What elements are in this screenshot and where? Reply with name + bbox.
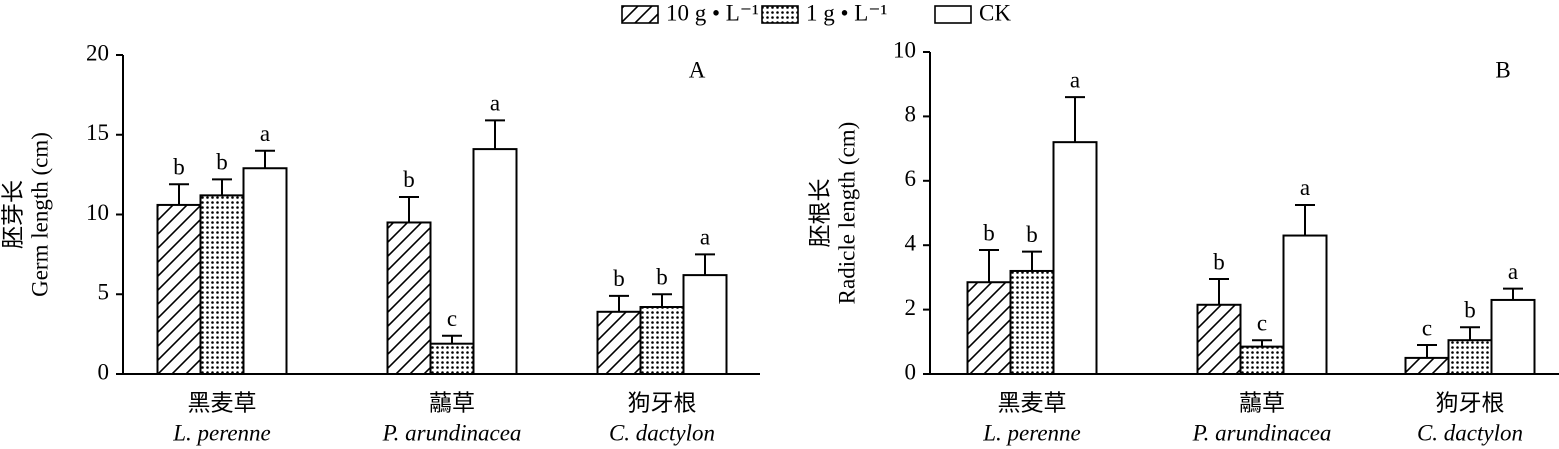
y-tick-label: 4: [905, 230, 917, 255]
significance-label: b: [1213, 249, 1225, 274]
significance-label: b: [983, 220, 995, 245]
legend-label: CK: [979, 0, 1011, 25]
y-axis-label: 胚根长: [807, 179, 832, 248]
significance-label: b: [613, 266, 625, 291]
bar: [682, 274, 728, 375]
bar: [199, 194, 245, 375]
y-tick-label: 5: [98, 280, 110, 305]
significance-label: b: [1464, 298, 1476, 323]
y-tick-label: 15: [86, 120, 109, 145]
panel-label: A: [689, 57, 706, 82]
y-axis-label: Radicle length (cm): [834, 122, 859, 305]
significance-label: a: [1508, 259, 1518, 284]
bar: [1052, 141, 1098, 375]
y-axis-label: Germ length (cm): [27, 132, 52, 297]
y-axis-label: 胚芽长: [0, 180, 25, 249]
x-tick-sublabel: L. perenne: [172, 420, 271, 445]
significance-label: b: [1026, 222, 1038, 247]
bar: [1239, 345, 1285, 376]
bar: [966, 281, 1012, 376]
bar: [1404, 356, 1450, 375]
significance-label: a: [490, 91, 500, 116]
bar: [1196, 303, 1242, 375]
bar: [639, 306, 685, 376]
y-tick-label: 0: [905, 359, 917, 384]
significance-label: b: [656, 265, 668, 290]
significance-label: a: [1070, 67, 1080, 92]
bar: [1282, 234, 1328, 375]
significance-label: c: [447, 306, 457, 331]
x-tick-label: 虉草: [1239, 390, 1285, 415]
bar: [386, 221, 432, 375]
x-tick-sublabel: L. perenne: [982, 420, 1081, 445]
x-tick-label: 黑麦草: [998, 390, 1067, 415]
bar: [596, 310, 642, 376]
legend-label: 10 g • L⁻¹: [666, 0, 759, 25]
legend-swatch: [761, 5, 799, 24]
legend-swatch: [934, 5, 972, 24]
bar: [1447, 339, 1493, 376]
significance-label: a: [700, 225, 710, 250]
y-tick-label: 20: [86, 40, 109, 65]
x-tick-sublabel: P. arundinacea: [382, 420, 522, 445]
significance-label: b: [173, 154, 185, 179]
y-tick-label: 10: [893, 37, 916, 62]
bar: [156, 203, 202, 375]
y-tick-label: 2: [905, 295, 917, 320]
bar: [472, 148, 518, 375]
significance-label: b: [216, 150, 228, 175]
significance-label: c: [1422, 315, 1432, 340]
bar: [242, 167, 288, 375]
x-tick-label: 黑麦草: [188, 390, 257, 415]
y-tick-label: 8: [905, 102, 917, 127]
x-tick-sublabel: P. arundinacea: [1192, 420, 1332, 445]
y-tick-label: 0: [98, 359, 110, 384]
y-tick-label: 6: [905, 166, 917, 191]
legend-swatch: [621, 5, 659, 24]
x-tick-sublabel: C. dactylon: [1417, 420, 1523, 445]
bar: [1009, 269, 1055, 375]
bar: [1490, 298, 1536, 375]
significance-label: a: [260, 121, 270, 146]
significance-label: a: [1300, 175, 1310, 200]
significance-label: b: [403, 167, 415, 192]
x-tick-label: 狗牙根: [1436, 390, 1505, 415]
x-tick-sublabel: C. dactylon: [609, 420, 715, 445]
x-tick-label: 虉草: [429, 390, 475, 415]
legend-label: 1 g • L⁻¹: [806, 0, 887, 25]
bar: [429, 342, 475, 376]
significance-label: c: [1257, 310, 1267, 335]
x-tick-label: 狗牙根: [628, 390, 697, 415]
panel-label: B: [1495, 57, 1510, 82]
y-tick-label: 10: [86, 200, 109, 225]
